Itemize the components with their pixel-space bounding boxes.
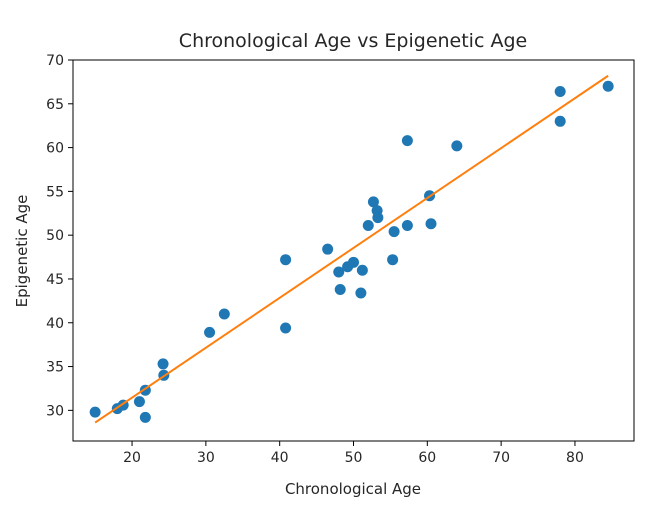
data-point xyxy=(362,220,374,232)
y-tick-label: 40 xyxy=(46,316,64,332)
data-point xyxy=(388,226,400,238)
x-tick-label: 40 xyxy=(271,450,289,466)
data-point xyxy=(139,411,151,423)
data-point xyxy=(554,86,566,98)
data-point xyxy=(348,256,359,268)
data-point xyxy=(218,308,230,320)
data-point xyxy=(204,326,216,338)
data-point xyxy=(554,115,566,127)
y-tick-label: 60 xyxy=(46,141,64,157)
x-tick-label: 30 xyxy=(197,450,215,466)
y-axis-ticks: 30 35 40 45 50 55 60 65 70 xyxy=(46,53,73,419)
data-point xyxy=(355,287,367,299)
x-tick-label: 60 xyxy=(418,450,436,466)
data-point xyxy=(89,406,101,418)
data-point xyxy=(602,80,614,92)
data-point xyxy=(387,254,399,266)
data-point xyxy=(280,322,292,334)
data-point xyxy=(333,266,345,278)
data-point xyxy=(451,140,463,152)
plot-frame xyxy=(72,59,635,442)
regression-line xyxy=(94,74,609,424)
x-axis-title: Chronological Age xyxy=(285,480,421,498)
y-tick-label: 65 xyxy=(46,97,64,113)
data-point xyxy=(133,396,145,408)
data-point xyxy=(322,243,334,255)
x-tick-label: 50 xyxy=(345,450,363,466)
x-axis-ticks: 20 30 40 50 60 70 80 xyxy=(123,441,584,466)
data-point xyxy=(401,135,413,147)
data-point xyxy=(367,196,379,208)
plot-area xyxy=(72,59,635,442)
data-point xyxy=(356,264,368,276)
x-tick-label: 20 xyxy=(123,450,141,466)
data-point xyxy=(425,218,437,230)
data-point xyxy=(334,283,346,295)
data-point xyxy=(157,358,169,370)
data-point xyxy=(280,254,292,266)
y-tick-label: 55 xyxy=(46,184,64,200)
y-tick-label: 35 xyxy=(46,360,64,376)
y-tick-label: 70 xyxy=(46,53,64,69)
x-tick-label: 80 xyxy=(566,450,584,466)
y-tick-label: 50 xyxy=(46,228,64,244)
y-axis-title: Epigenetic Age xyxy=(13,195,31,308)
y-tick-label: 45 xyxy=(46,272,64,288)
y-tick-label: 30 xyxy=(46,403,64,419)
data-point xyxy=(372,212,384,224)
x-tick-label: 70 xyxy=(492,450,510,466)
chart-title: Chronological Age vs Epigenetic Age xyxy=(179,30,527,52)
data-point xyxy=(401,220,413,232)
